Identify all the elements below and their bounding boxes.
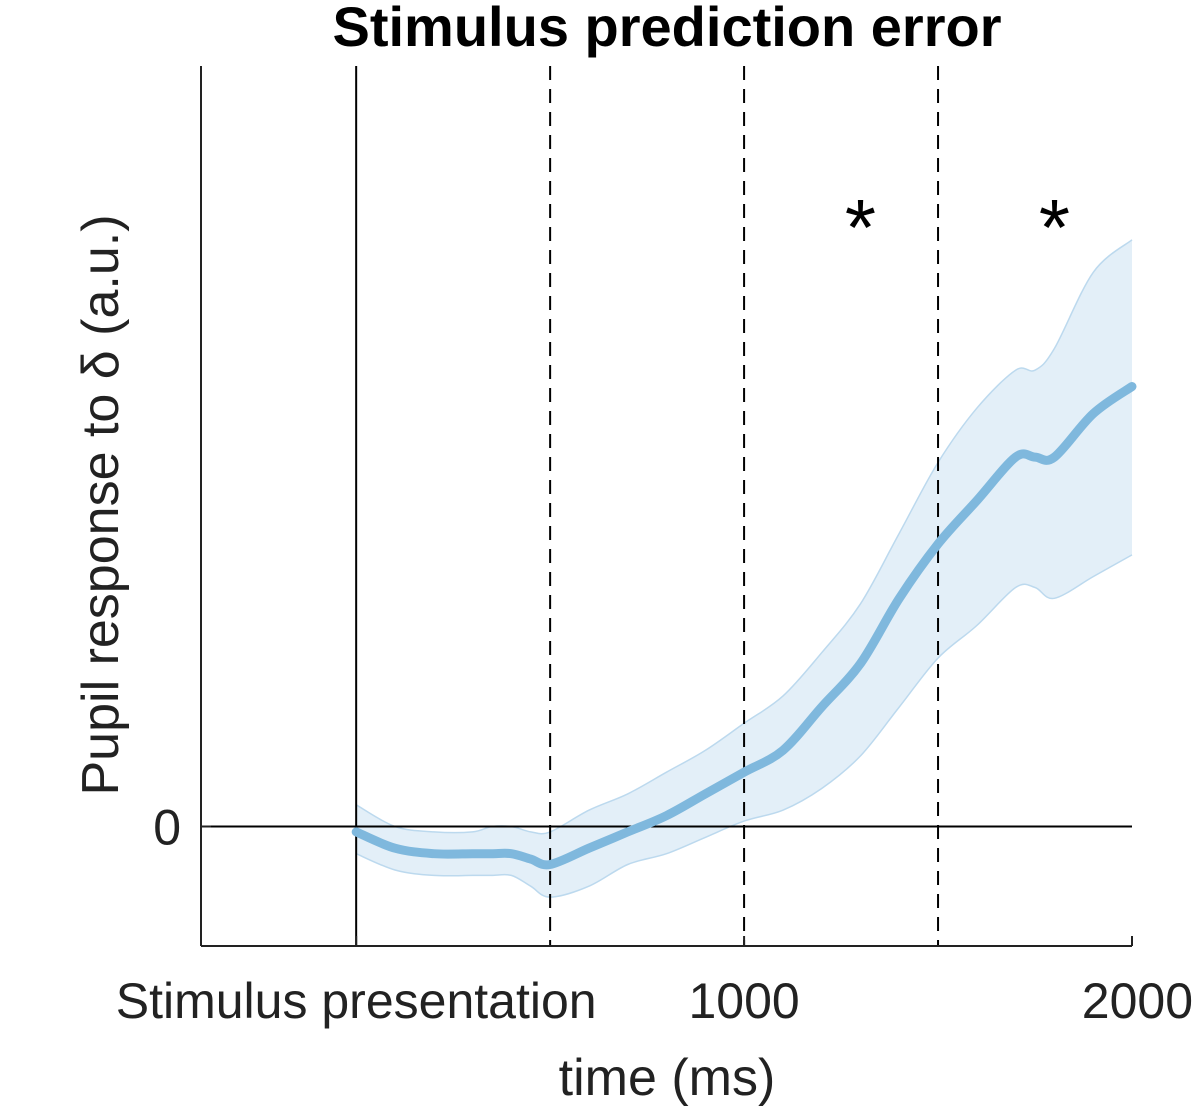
x-tick-label: 1000 [688, 973, 799, 1029]
confidence-band [356, 239, 1132, 898]
series-lines [351, 382, 1137, 870]
axes [200, 66, 1133, 947]
significance-star: * [1039, 183, 1070, 272]
x-tick-label: 2000 [1082, 973, 1193, 1029]
confidence-bands [355, 239, 1133, 898]
x-tick-label: Stimulus presentation [116, 973, 597, 1029]
reference-lines [201, 66, 1132, 946]
significance-markers: * * [845, 183, 1070, 272]
significance-star: * [845, 183, 876, 272]
y-tick-label: 0 [153, 799, 181, 855]
mean-line [351, 382, 1137, 870]
x-axis-label: time (ms) [559, 1049, 776, 1107]
y-axis-label: Pupil response to δ (a.u.) [72, 214, 130, 795]
band-lower-edge [355, 554, 1133, 898]
tick-labels: Stimulus presentation 1000 2000 0 [116, 799, 1193, 1029]
chart-title: Stimulus prediction error [333, 0, 1002, 58]
